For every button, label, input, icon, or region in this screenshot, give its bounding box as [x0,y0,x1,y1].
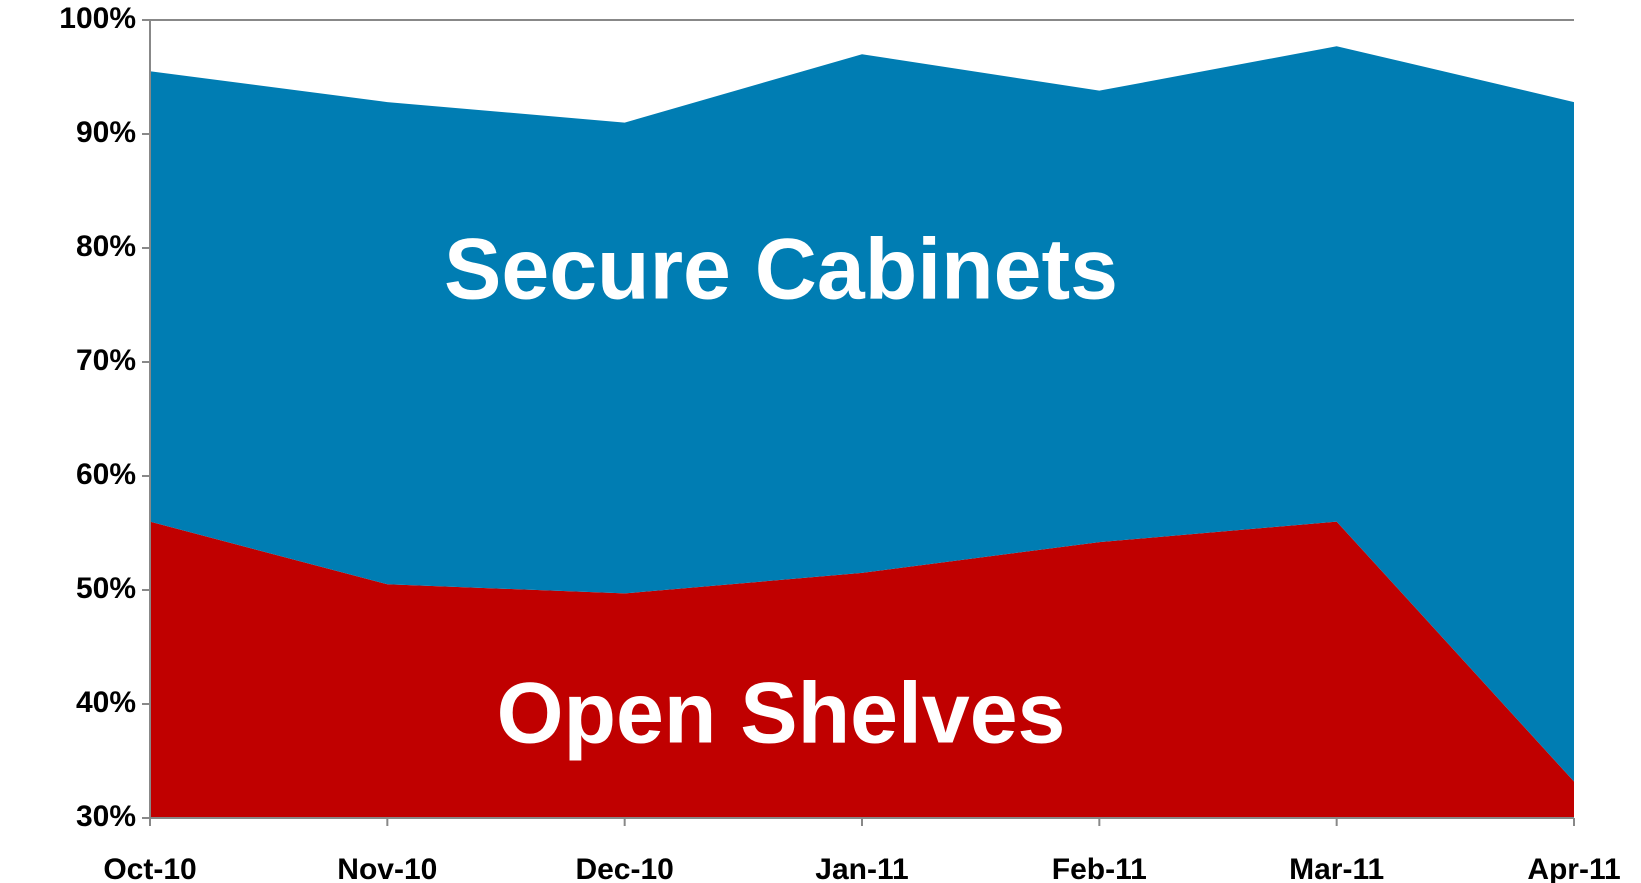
area-label: Secure Cabinets [444,222,1118,318]
x-tick-label: Nov-10 [337,853,437,883]
x-tick-label: Feb-11 [1052,853,1147,883]
y-tick-label: 50% [76,572,136,605]
y-tick-label: 80% [76,230,136,263]
x-tick-label: Dec-10 [575,853,673,883]
x-tick-label: Jan-11 [815,853,908,883]
y-tick-label: 40% [76,686,136,719]
area-label: Open Shelves [497,666,1066,762]
x-tick-label: Mar-11 [1289,853,1384,883]
y-tick-label: 90% [76,116,136,149]
area [150,46,1574,782]
y-tick-label: 30% [76,800,136,833]
x-tick-label: Apr-11 [1527,853,1620,883]
y-tick-label: 60% [76,458,136,491]
y-tick-label: 100% [59,2,136,35]
area [150,521,1574,818]
y-tick-label: 70% [76,344,136,377]
x-tick-label: Oct-10 [103,853,196,883]
